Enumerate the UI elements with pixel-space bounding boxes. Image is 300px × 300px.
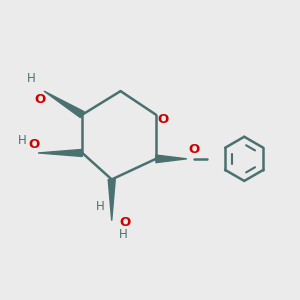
Text: H: H [96, 200, 104, 213]
Polygon shape [108, 179, 115, 221]
Text: H: H [18, 134, 26, 147]
Polygon shape [44, 91, 84, 118]
Polygon shape [38, 149, 82, 157]
Text: H: H [119, 228, 128, 241]
Text: O: O [158, 112, 169, 126]
Polygon shape [156, 155, 187, 163]
Text: O: O [28, 139, 40, 152]
Text: O: O [188, 143, 200, 156]
Text: O: O [119, 216, 130, 229]
Text: O: O [34, 93, 46, 106]
Text: H: H [26, 72, 35, 85]
